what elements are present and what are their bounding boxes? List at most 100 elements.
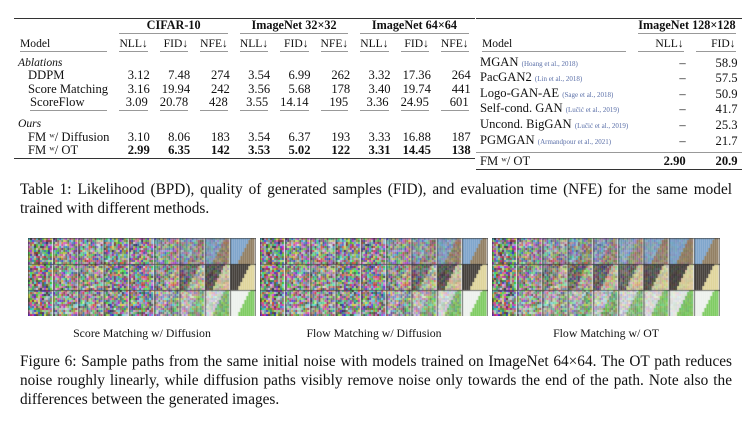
metric-value: 3.54 — [248, 129, 271, 144]
nll-value: 2.90 — [663, 154, 686, 169]
metric-value: 5.68 — [288, 81, 311, 96]
metric-value: 428 — [194, 96, 234, 111]
model-name: DDPM — [28, 68, 65, 83]
model-name: Logo-GAN-AE (Sage et al., 2018) — [480, 85, 614, 100]
metric-value: 183 — [210, 129, 230, 144]
metric-value: 17.36 — [402, 68, 431, 83]
metric-header: NFE↓ — [315, 34, 355, 56]
fid-value: 20.9 — [715, 154, 738, 169]
model-name: Uncond. BigGAN (Lučić et al., 2019) — [480, 116, 629, 131]
metric-value: 138 — [451, 143, 471, 158]
metric-value: 8.06 — [168, 129, 191, 144]
model-name: PGMGAN (Armandpour et al., 2021) — [480, 132, 612, 147]
panel-label: Score Matching w/ Diffusion — [73, 326, 211, 340]
metric-header: NLL↓ — [113, 34, 153, 56]
table-row: PGMGAN (Armandpour et al., 2021) – 21.7 — [476, 132, 742, 153]
metric-value: 441 — [451, 81, 471, 96]
metric-value: 14.45 — [402, 143, 431, 158]
metric-value: 3.33 — [368, 129, 391, 144]
metric-value: 7.48 — [168, 68, 191, 83]
group-header: CIFAR-10 — [113, 18, 233, 34]
citation-link[interactable]: (Hoang et al., 2018) — [521, 59, 578, 68]
table-row: Self-cond. GAN (Lučić et al., 2019) – 41.7 — [476, 102, 742, 118]
fid-value: 58.9 — [715, 55, 738, 70]
metric-header: FID↓ — [690, 34, 742, 56]
metric-value: 193 — [331, 129, 351, 144]
metric-value: 3.55 — [234, 96, 274, 111]
metric-label: NFE↓ — [200, 37, 228, 52]
nll-value: – — [679, 102, 686, 117]
metric-value: 262 — [331, 68, 351, 83]
nll-value: – — [679, 133, 686, 148]
metric-value: 3.32 — [368, 68, 391, 83]
table-row-ours: FM ʷ/ OT 2.90 20.9 — [476, 152, 742, 170]
metric-value: 274 — [210, 68, 230, 83]
metric-value: 3.12 — [127, 68, 150, 83]
model-name: Score Matching — [28, 81, 109, 96]
model-name: PacGAN2 (Lin et al., 2018) — [480, 70, 583, 85]
metric-header: NLL↓ — [354, 34, 394, 56]
sample-path-grid — [492, 238, 720, 316]
fid-value: 50.9 — [715, 86, 738, 101]
metric-label: NLL↓ — [360, 37, 389, 52]
model-header: Model — [476, 34, 632, 56]
fid-value: 57.5 — [715, 71, 738, 86]
metric-header: FID↓ — [274, 34, 314, 56]
metric-header: NFE↓ — [194, 34, 234, 56]
metric-value: 195 — [315, 96, 355, 111]
panel-label: Flow Matching w/ OT — [553, 326, 659, 340]
metric-value: 5.02 — [288, 143, 311, 158]
metric-value: 3.16 — [127, 81, 150, 96]
metric-value: 264 — [451, 68, 471, 83]
sample-path-grid — [260, 238, 488, 316]
citation-link[interactable]: (Lučić et al., 2019) — [574, 121, 629, 130]
group-header: ImageNet 128×128 — [638, 18, 736, 34]
model-name: MGAN (Hoang et al., 2018) — [480, 54, 578, 69]
model-name: Self-cond. GAN (Lučić et al., 2019) — [480, 101, 620, 116]
metric-label: FID↓ — [400, 37, 429, 52]
table-row: MGAN (Hoang et al., 2018) – 58.9 — [476, 54, 742, 72]
metric-value: 6.99 — [288, 68, 311, 83]
metric-value: 187 — [451, 129, 471, 144]
metric-value: 2.99 — [127, 143, 150, 158]
metric-value: 14.14 — [280, 95, 309, 111]
metric-value: 20.78 — [159, 95, 189, 111]
metric-header: NLL↓ — [632, 34, 689, 56]
figure-caption: Figure 6: Sample paths from the same ini… — [20, 353, 732, 408]
metric-value: 3.09 — [113, 96, 153, 111]
panel-label: Flow Matching w/ Diffusion — [306, 326, 442, 340]
nll-value: – — [679, 71, 686, 86]
table-row: ScoreFlow 3.09 20.78 428 3.55 14.14 195 3.36 24.… — [14, 96, 475, 111]
table-row: Uncond. BigGAN (Lučić et al., 2019) – 25.3 — [476, 116, 742, 134]
fid-value: 25.3 — [715, 117, 738, 132]
section-header-row: Ablations — [14, 56, 475, 70]
metric-label: NLL↓ — [119, 37, 148, 52]
citation-link[interactable]: (Lučić et al., 2019) — [565, 106, 620, 115]
metric-value: 19.74 — [402, 81, 431, 96]
metric-value: 3.53 — [248, 143, 271, 158]
nll-value: – — [679, 117, 686, 132]
metric-value: 24.95 — [400, 95, 429, 111]
citation-link[interactable]: (Armandpour et al., 2021) — [537, 137, 612, 146]
model-name: ScoreFlow — [14, 96, 113, 111]
metric-value: 122 — [331, 143, 351, 158]
metric-label: FID↓ — [159, 37, 189, 52]
model-name: FM ʷ/ Diffusion — [28, 129, 110, 144]
table-caption: Table 1: Likelihood (BPD), quality of ge… — [20, 181, 732, 217]
section-title: Ablations — [18, 55, 63, 69]
metric-value: 3.10 — [127, 129, 150, 144]
metric-value: 6.35 — [168, 143, 191, 158]
metric-value: 3.40 — [368, 81, 391, 96]
citation-link[interactable]: (Sage et al., 2018) — [562, 90, 614, 99]
metric-value: 178 — [331, 81, 351, 96]
nll-value: – — [679, 55, 686, 70]
section-title: Ours — [18, 116, 42, 130]
citation-link[interactable]: (Lin et al., 2018) — [534, 75, 583, 84]
metric-header: FID↓ — [395, 34, 435, 56]
metric-value: 3.56 — [248, 81, 271, 96]
group-header: ImageNet 64×64 — [354, 18, 474, 34]
table-row: Logo-GAN-AE (Sage et al., 2018) – 50.9 — [476, 85, 742, 103]
metric-value: 242 — [210, 81, 230, 96]
metric-value: 16.88 — [402, 129, 431, 144]
metric-label: NFE↓ — [440, 37, 469, 52]
